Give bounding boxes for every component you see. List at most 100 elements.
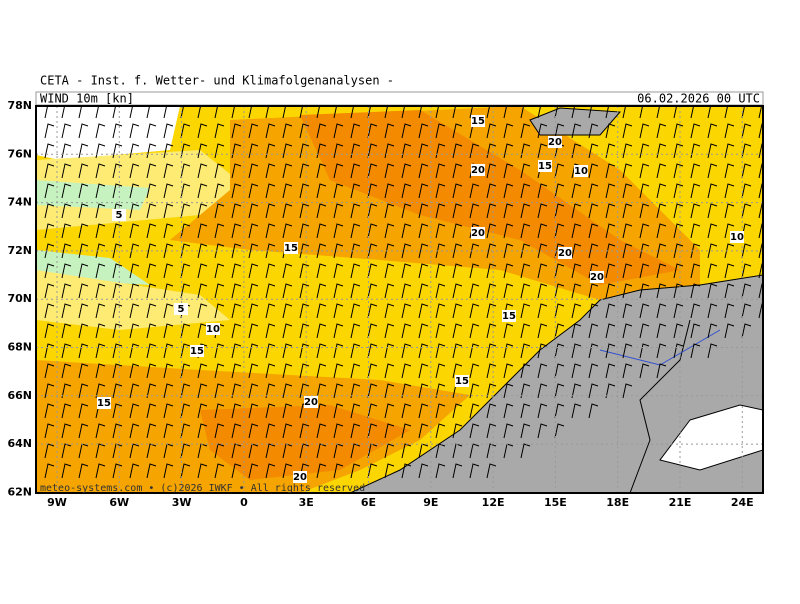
wind-barb: [588, 383, 599, 399]
wind-barb: [520, 263, 531, 279]
wind-barb: [316, 183, 327, 199]
wind-barb: [690, 223, 701, 239]
wind-barb: [265, 383, 276, 399]
wind-barb: [537, 183, 548, 199]
wind-barb: [605, 106, 615, 119]
wind-barb: [214, 403, 225, 419]
wind-barb: [673, 106, 683, 119]
wind-barb: [61, 263, 72, 279]
wind-barb: [724, 106, 734, 119]
wind-barb: [333, 263, 344, 279]
wind-barb: [78, 323, 89, 339]
wind-barb: [44, 343, 55, 359]
wind-barb: [707, 123, 718, 139]
wind-barb: [537, 283, 548, 299]
wind-barb: [350, 123, 361, 139]
wind-barb: [656, 223, 667, 239]
wind-barb: [486, 243, 497, 259]
wind-barb: [520, 203, 531, 219]
contour-label: 15: [455, 376, 469, 387]
wind-barb: [469, 143, 480, 159]
wind-barb: [469, 423, 480, 439]
wind-barb: [231, 423, 242, 439]
wind-barb: [146, 203, 157, 219]
wind-barb: [418, 263, 429, 279]
wind-barb: [554, 263, 565, 279]
wind-barb: [95, 443, 106, 459]
wind-barb: [316, 223, 327, 239]
wind-barb: [95, 363, 106, 379]
wind-barb: [112, 263, 123, 279]
wind-barb: [435, 106, 445, 119]
wind-barb: [95, 343, 106, 359]
wind-barb: [333, 163, 344, 179]
wind-barb: [95, 463, 106, 479]
wind-barb: [316, 443, 327, 459]
wind-barb: [197, 283, 208, 299]
lon-label: 3E: [299, 496, 314, 509]
wind-barb: [452, 343, 463, 359]
lon-label: 6E: [361, 496, 376, 509]
wind-barb: [316, 423, 327, 439]
lon-label: 18E: [606, 496, 629, 509]
wind-barb: [95, 383, 106, 399]
wind-barb: [146, 463, 157, 479]
wind-barb: [401, 463, 412, 479]
wind-barb: [282, 183, 293, 199]
wind-barb: [690, 343, 701, 359]
footer: meteo-systems.com • (c)2026 IWKF • All r…: [40, 483, 365, 494]
wind-barb: [231, 323, 242, 339]
wind-barb: [44, 303, 55, 319]
wind-barb: [112, 343, 123, 359]
wind-barb: [690, 143, 701, 159]
wind-barb: [163, 183, 174, 199]
wind-barb: [435, 403, 446, 419]
wind-barb: [469, 323, 480, 339]
wind-barb: [95, 423, 106, 439]
wind-barb: [537, 203, 548, 219]
wind-barb: [44, 363, 55, 379]
field-label: WIND 10m [kn]: [40, 92, 134, 106]
wind-barb: [401, 106, 411, 119]
wind-barb: [537, 223, 548, 239]
wind-barb: [503, 203, 514, 219]
wind-barb: [367, 303, 378, 319]
wind-barb: [248, 423, 259, 439]
wind-barb: [418, 383, 429, 399]
wind-barb: [656, 323, 667, 339]
wind-barb: [622, 223, 633, 239]
wind-barb: [265, 283, 276, 299]
wind-barb: [690, 243, 701, 259]
wind-barb: [333, 303, 344, 319]
wind-barb: [741, 123, 752, 139]
wind-barb: [656, 106, 666, 119]
wind-barb: [61, 123, 72, 139]
wind-barb: [435, 423, 446, 439]
wind-barb: [588, 363, 599, 379]
wind-barb: [299, 106, 309, 119]
wind-barb: [418, 203, 429, 219]
wind-barb: [486, 223, 497, 239]
wind-barb: [401, 123, 412, 139]
wind-barb: [401, 343, 412, 359]
wind-barb: [44, 123, 55, 139]
wind-barb: [469, 303, 480, 319]
wind-barb: [282, 463, 293, 479]
wind-barb: [673, 223, 684, 239]
wind-barb: [146, 303, 157, 319]
wind-barb: [163, 323, 174, 339]
wind-barb: [350, 323, 361, 339]
wind-barb: [299, 243, 310, 259]
wind-barb: [248, 403, 259, 419]
wind-barb: [350, 106, 360, 119]
wind-barb: [520, 106, 530, 119]
wind-barb: [469, 383, 480, 399]
wind-barb: [384, 123, 395, 139]
wind-barb: [333, 183, 344, 199]
wind-barb: [129, 403, 140, 419]
wind-barb: [571, 243, 582, 259]
wind-barb: [367, 163, 378, 179]
wind-barb: [520, 383, 531, 399]
wind-barb: [724, 183, 735, 199]
